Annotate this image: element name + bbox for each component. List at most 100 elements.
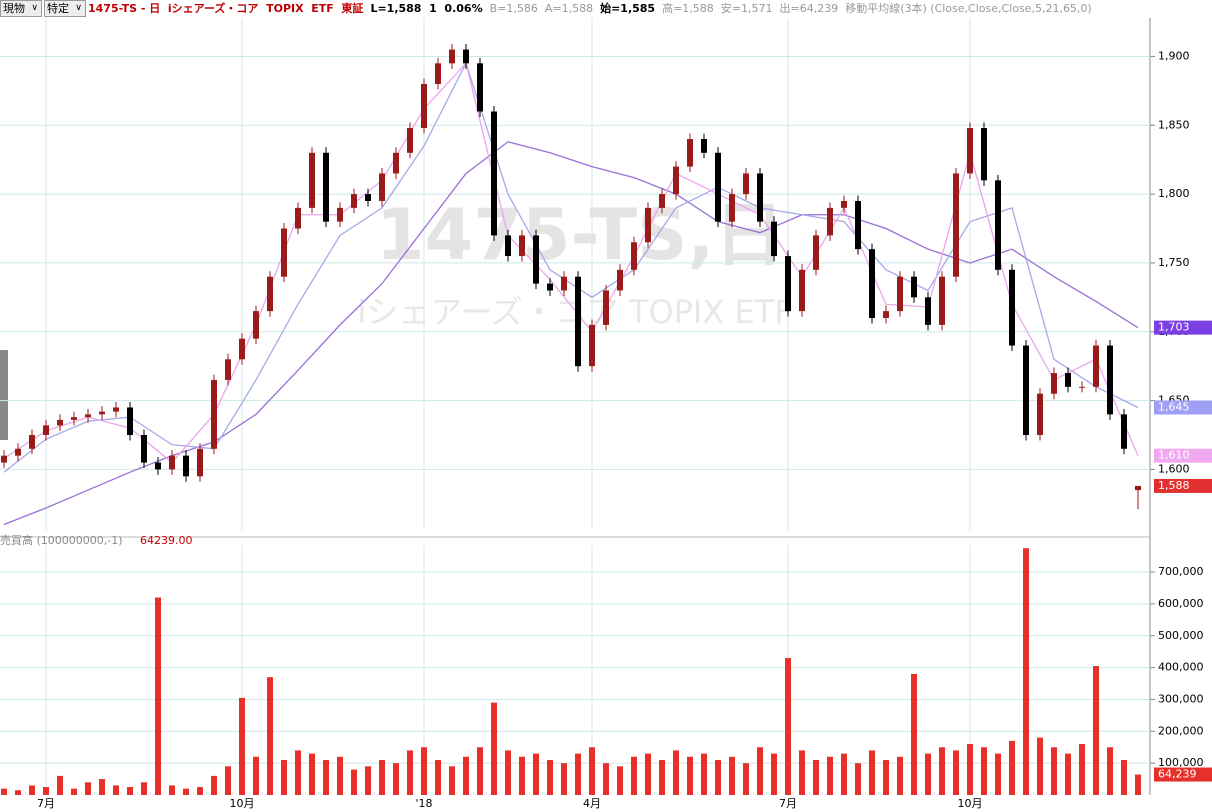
candle-body: [813, 235, 819, 270]
candle-body: [883, 311, 889, 318]
bid-ask: B=1,586 A=1,588: [489, 2, 594, 15]
candle-body: [519, 235, 525, 257]
candle-body: [267, 276, 273, 312]
volume-bar: [169, 785, 175, 795]
candle-body: [197, 448, 203, 477]
volume-bar: [1051, 747, 1057, 795]
volume-bar: [911, 673, 917, 795]
volume-bar: [225, 766, 231, 795]
candle-body: [309, 152, 315, 208]
volume-bar: [981, 747, 987, 795]
volume-bar: [463, 756, 469, 795]
candle-body: [29, 435, 35, 449]
volume-bar: [589, 747, 595, 795]
candle-body: [981, 128, 987, 181]
candle-body: [715, 152, 721, 222]
moving-average: [3, 61, 1139, 473]
volume-bar: [71, 788, 77, 795]
volume-bar: [701, 753, 707, 795]
candle-body: [953, 173, 959, 277]
candle-body: [1121, 414, 1127, 449]
volume-bar: [603, 763, 609, 795]
last-price: L=1,588 1 0.06%: [370, 2, 483, 15]
candle-body: [659, 194, 665, 208]
account-select[interactable]: 現物: [0, 0, 42, 17]
volume-bar: [43, 787, 49, 795]
volume-bar: [421, 747, 427, 795]
volume-bar: [953, 750, 959, 795]
volume-bar: [687, 756, 693, 795]
moving-average: [3, 61, 1139, 464]
candle-body: [547, 283, 553, 291]
volume-bar: [393, 763, 399, 795]
candle-body: [1, 455, 7, 463]
candle-body: [771, 221, 777, 257]
candle-body: [169, 455, 175, 470]
volume-bar: [351, 769, 357, 795]
candle-body: [127, 407, 133, 436]
candle-body: [113, 407, 119, 412]
volume-bar: [869, 750, 875, 795]
candle-body: [1107, 345, 1113, 415]
candle-body: [589, 324, 595, 367]
volume-bar: [183, 788, 189, 795]
candle-body: [15, 448, 21, 456]
candle-body: [869, 249, 875, 318]
tax-select[interactable]: 特定: [44, 0, 86, 17]
price-tag-label: 1,588: [1158, 479, 1190, 492]
price-tag: [1154, 448, 1212, 463]
volume-bar: [631, 756, 637, 795]
volume-bar: [617, 766, 623, 795]
volume-bar: [211, 775, 217, 795]
volume-bar: [1079, 744, 1085, 795]
volume-bar: [855, 763, 861, 795]
candle-body: [99, 411, 105, 415]
candle-body: [393, 152, 399, 174]
candle-body: [1037, 393, 1043, 436]
volume-bar: [1037, 737, 1043, 795]
candle-body: [939, 276, 945, 325]
candle-body: [617, 269, 623, 291]
price-tag-label: 1,610: [1158, 449, 1190, 462]
candle-body: [253, 311, 259, 339]
y-tick-label: 400,000: [1158, 661, 1204, 674]
y-tick-label: 1,850: [1158, 118, 1190, 131]
volume-bar: [253, 756, 259, 795]
volume-bar: [771, 753, 777, 795]
candle-body: [757, 173, 763, 222]
candle-body: [239, 338, 245, 360]
volume-title: 売買高 (100000000,-1): [0, 533, 123, 547]
candle-body: [1023, 345, 1029, 436]
candle-body: [141, 435, 147, 463]
price-tag-label: 64,239: [1158, 768, 1197, 781]
candle-body: [449, 49, 455, 64]
candle-body: [85, 414, 91, 418]
y-tick-label: 500,000: [1158, 629, 1204, 642]
volume-bar: [197, 787, 203, 795]
volume-bar: [575, 753, 581, 795]
candle-body: [155, 462, 161, 470]
volume-bar: [15, 790, 21, 795]
candle-body: [533, 235, 539, 284]
candle-body: [673, 166, 679, 195]
volume-bar: [113, 785, 119, 795]
volume-bar: [757, 747, 763, 795]
volume-bar: [743, 763, 749, 795]
candle-body: [183, 455, 189, 477]
price-tag: [1154, 767, 1212, 782]
candle-body: [911, 276, 917, 298]
volume-bar: [519, 756, 525, 795]
symbol: 1475-TS - 日 iシェアーズ・コア TOPIX ETF 東証: [88, 2, 364, 15]
volume-bar: [281, 759, 287, 795]
candle-body: [365, 194, 371, 201]
volume-bar: [491, 702, 497, 795]
price-tag-label: 1,645: [1158, 400, 1190, 413]
candle-body: [967, 128, 973, 174]
volume-bar: [85, 782, 91, 795]
price-tag-label: 1,703: [1158, 321, 1190, 334]
side-tab[interactable]: [0, 350, 8, 440]
volume-bar: [477, 747, 483, 795]
y-tick-label: 700,000: [1158, 565, 1204, 578]
candle-body: [435, 63, 441, 84]
